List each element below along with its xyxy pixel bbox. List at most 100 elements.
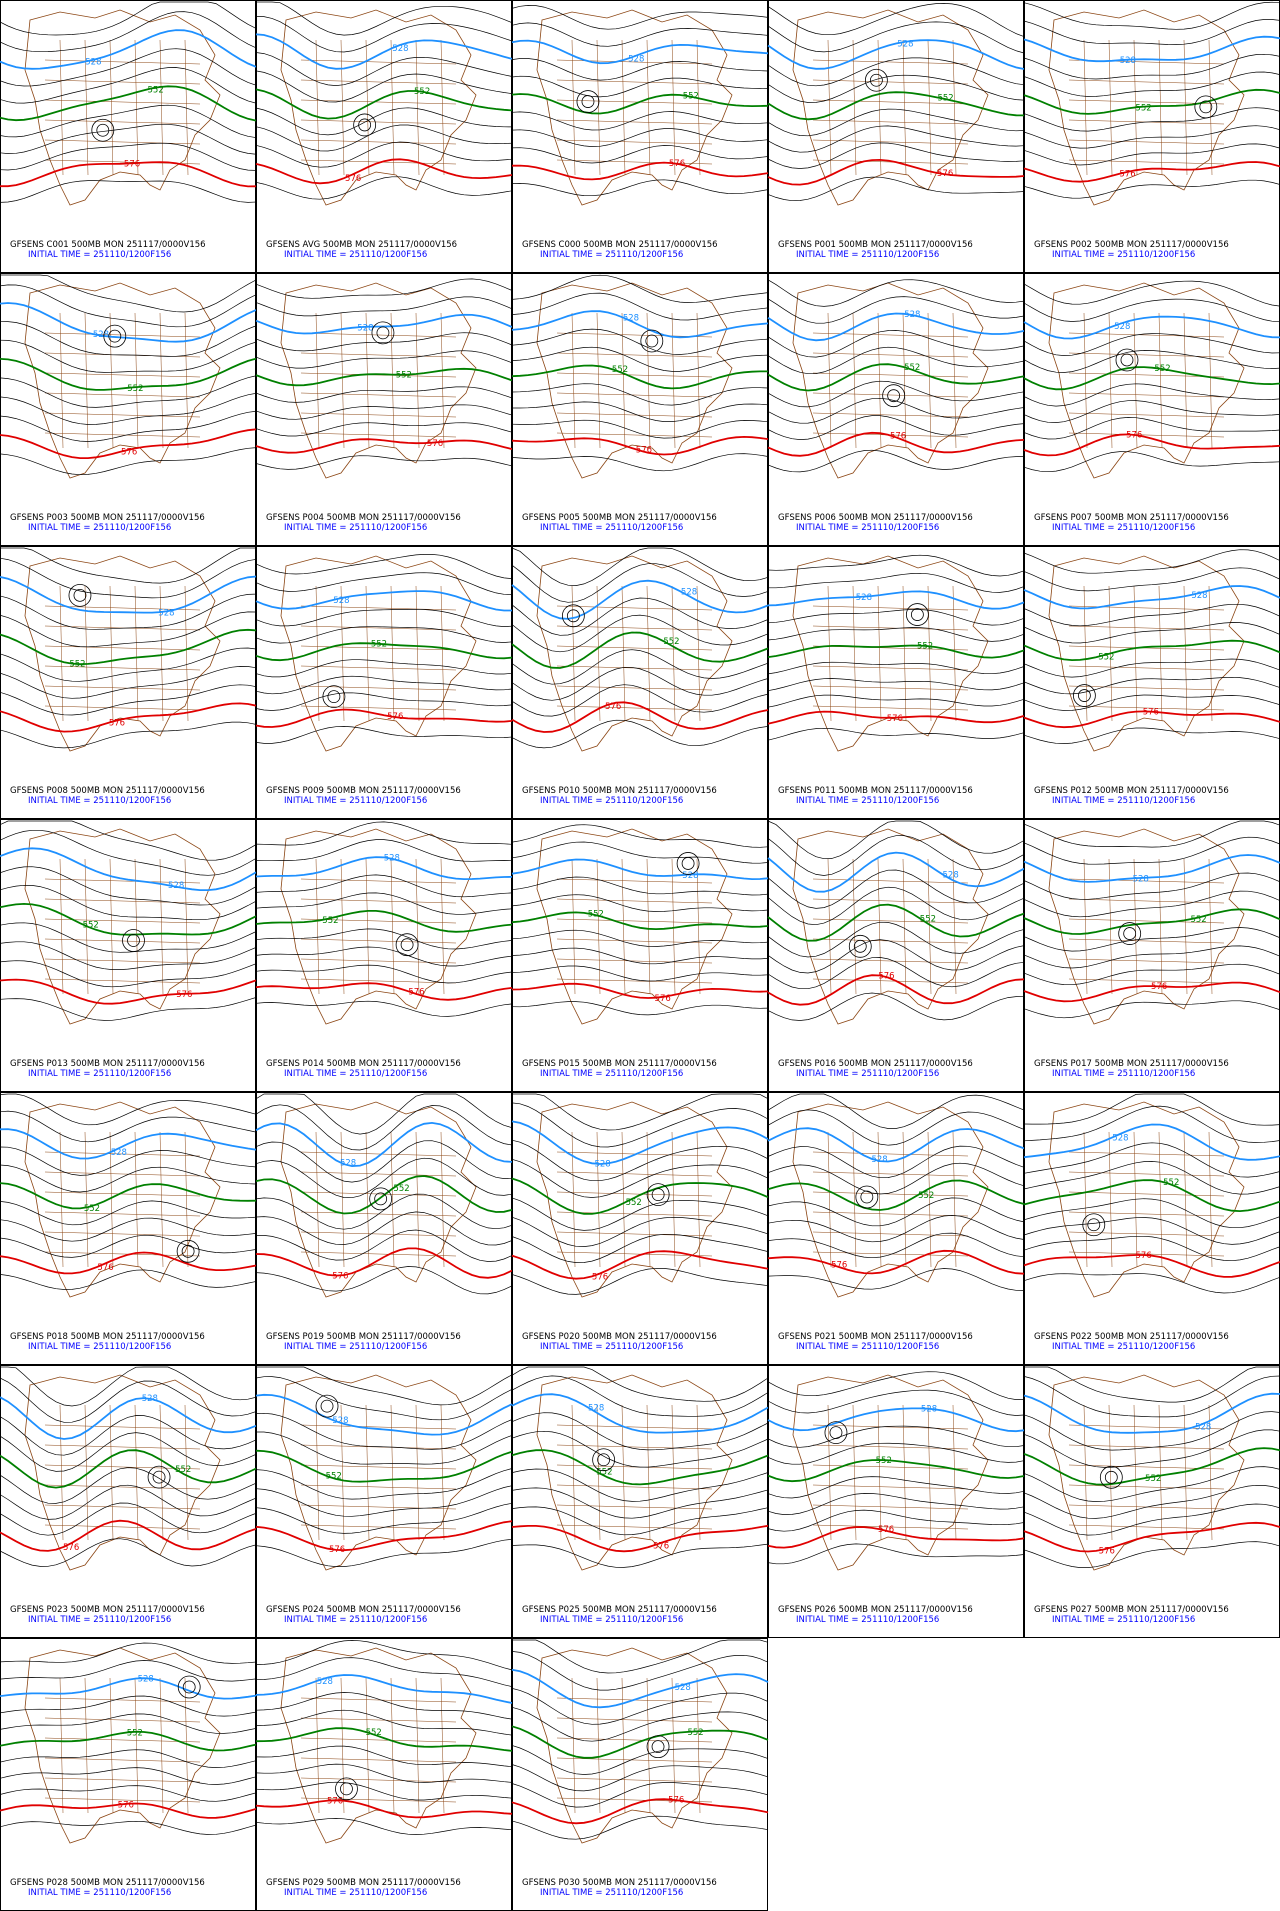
contour [1023, 1541, 1280, 1568]
state-line [902, 312, 907, 449]
state-line [300, 79, 457, 85]
state-line [812, 958, 969, 964]
contour [511, 145, 769, 164]
contour [0, 666, 257, 699]
state-line [1083, 1131, 1088, 1268]
contour [255, 1376, 513, 1421]
panel-border [256, 0, 512, 273]
state-line [556, 1251, 713, 1257]
contour [1023, 333, 1280, 356]
state-line [44, 1757, 201, 1763]
contour-label: 552 [904, 363, 920, 373]
panel-init-time: INITIAL TIME = 251110/1200F156 [540, 1069, 683, 1079]
contour [511, 419, 769, 439]
contour [1023, 549, 1280, 574]
contour [1023, 350, 1280, 373]
contour [511, 58, 769, 81]
state-line [556, 59, 713, 65]
contour [767, 1493, 1025, 1515]
state-line [1068, 958, 1225, 964]
contour-label: 528 [111, 1148, 127, 1158]
contour [1023, 1123, 1280, 1161]
state-line [1108, 1404, 1113, 1541]
contour [255, 1745, 513, 1768]
contour [0, 1484, 257, 1520]
contour [511, 5, 769, 30]
state-line [300, 898, 457, 904]
contour [1023, 1217, 1280, 1245]
low-center [68, 583, 92, 607]
state-line [44, 1424, 201, 1430]
contour [255, 928, 513, 950]
state-line [1133, 1404, 1138, 1541]
contour [511, 1688, 769, 1725]
state-line [44, 978, 201, 984]
contour [511, 614, 769, 653]
state-line [571, 39, 576, 176]
state-line [390, 39, 395, 176]
state-line [44, 918, 201, 924]
contour [255, 1104, 513, 1151]
state-line [671, 1677, 676, 1814]
state-line [1068, 372, 1225, 378]
state-line [300, 665, 457, 671]
state-line [812, 392, 969, 398]
panel-title: GFSENS P018 500MB MON 251117/0000V156 [10, 1332, 205, 1342]
low-center [376, 326, 390, 340]
contour [0, 628, 257, 666]
contour [511, 1366, 769, 1402]
contour [255, 874, 513, 898]
contour [767, 363, 1025, 392]
contour-label: 552 [148, 85, 164, 95]
state-line [556, 1191, 713, 1197]
contour [0, 684, 257, 716]
contour [255, 70, 513, 103]
contour-label: 576 [121, 448, 137, 458]
state-line [877, 585, 882, 722]
contour [1023, 981, 1280, 1003]
state-line [300, 685, 457, 691]
state-line [812, 332, 969, 338]
coastline [792, 1374, 989, 1571]
state-line [1068, 1524, 1225, 1530]
panel-title: GFSENS P024 500MB MON 251117/0000V156 [266, 1605, 461, 1615]
state-line [415, 1131, 420, 1268]
state-line [44, 705, 201, 711]
state-line [671, 585, 676, 722]
low-center [320, 1399, 334, 1413]
contour-label: 552 [596, 1468, 612, 1478]
contour [511, 1001, 769, 1016]
contour [1023, 179, 1280, 199]
contour [1023, 143, 1280, 166]
contour-label: 576 [63, 1543, 79, 1553]
contour [767, 727, 1025, 741]
contour [767, 1543, 1025, 1565]
contour [1023, 639, 1280, 662]
state-line [952, 1404, 957, 1541]
contour [255, 33, 513, 70]
panel-init-time: INITIAL TIME = 251110/1200F156 [284, 1888, 427, 1898]
contour [1023, 298, 1280, 323]
contour [0, 1449, 257, 1489]
contour-label: 576 [118, 1801, 134, 1811]
panel-init-time: INITIAL TIME = 251110/1200F156 [796, 1069, 939, 1079]
contour-label: 552 [663, 637, 679, 647]
panel-border [0, 1365, 256, 1638]
state-line [340, 1404, 345, 1541]
state-line [134, 1131, 139, 1268]
state-line [902, 1404, 907, 1541]
panel-init-time: INITIAL TIME = 251110/1200F156 [796, 1342, 939, 1352]
state-line [134, 1404, 139, 1541]
state-line [1183, 585, 1188, 722]
state-line [556, 352, 713, 358]
contour [0, 1217, 257, 1242]
contour [0, 847, 257, 891]
contour [0, 1164, 257, 1193]
state-line [556, 958, 713, 964]
state-line [812, 1151, 969, 1157]
contour [255, 1449, 513, 1483]
state-line [852, 1404, 857, 1541]
state-line [927, 1131, 932, 1268]
low-center [651, 1188, 665, 1202]
contour [255, 1175, 513, 1215]
